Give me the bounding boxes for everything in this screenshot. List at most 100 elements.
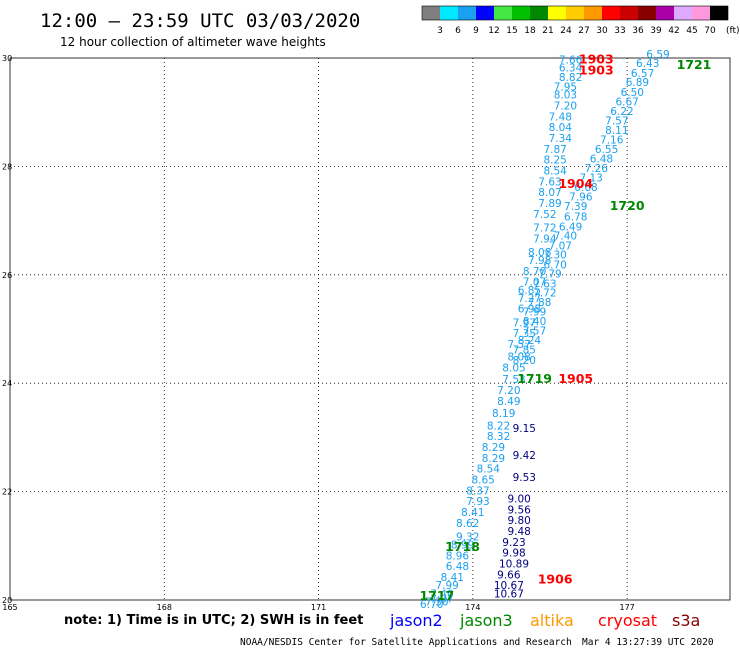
colorbar-swatch — [692, 6, 710, 20]
grid — [10, 58, 730, 600]
wave-height-label: 6.55 — [595, 144, 618, 156]
pass-time-label: 1717 — [419, 588, 454, 603]
y-tick-label: 24 — [2, 379, 12, 388]
y-tick-label: 26 — [2, 271, 12, 280]
satellite-legend-jason2: jason2 — [389, 611, 443, 630]
wave-height-label: 6.98 — [518, 304, 541, 316]
wave-height-label: 7.95 — [554, 82, 577, 94]
wave-height-label: 7.96 — [569, 192, 593, 204]
wave-height-label: 8.19 — [492, 408, 515, 420]
wave-height-label: 8.20 — [513, 355, 536, 367]
wave-height-label: 8.37 — [466, 485, 489, 497]
wave-height-label: 8.49 — [497, 396, 520, 408]
wave-height-label: 8.07 — [538, 187, 561, 199]
wave-height-label: 7.07 — [523, 277, 546, 289]
wave-height-label: 8.11 — [605, 125, 628, 137]
wave-height-label: 6.70 — [543, 259, 566, 271]
wave-height-label: 8.05 — [502, 362, 525, 374]
colorbar-label: 3 — [437, 26, 443, 36]
pass-time-label: 1905 — [558, 371, 593, 386]
wave-height-label: 8.54 — [477, 464, 501, 476]
x-tick-label: 174 — [465, 603, 480, 612]
colorbar-swatch — [458, 6, 476, 20]
colorbar-label: 21 — [542, 26, 553, 36]
colorbar-swatch — [548, 6, 566, 20]
colorbar-swatch — [494, 6, 512, 20]
wave-height-label: 9.80 — [507, 515, 530, 527]
colorbar-swatch — [422, 6, 440, 20]
wave-height-label: 7.94 — [533, 233, 557, 245]
wave-height-label: 10.89 — [499, 558, 529, 570]
footer-timestamp: Mar 4 13:27:39 UTC 2020 — [582, 637, 714, 648]
wave-height-label: 6.78 — [564, 212, 587, 224]
wave-height-label: 7.79 — [538, 269, 561, 281]
wave-height-label: 7.93 — [466, 496, 489, 508]
wave-height-label: 7.72 — [533, 222, 556, 234]
wave-height-label: 7.57 — [507, 339, 530, 351]
note-text: note: 1) Time is in UTC; 2) SWH is in fe… — [64, 613, 363, 628]
wave-height-label: 7.34 — [549, 133, 573, 145]
satellite-legend-altika: altika — [530, 611, 574, 630]
satellite-legend-jason3: jason3 — [459, 611, 513, 630]
wave-height-label: 7.89 — [538, 198, 561, 210]
colorbar-swatch — [584, 6, 602, 20]
wave-height-label: 7.85 — [513, 344, 536, 356]
axis-ticks: 165 168 171 174 177 20 22 24 26 28 30 — [2, 54, 635, 612]
wave-height-label: 8.32 — [487, 431, 510, 443]
satellite-legend-s3a: s3a — [672, 611, 700, 630]
wave-height-label: 7.07 — [549, 240, 572, 252]
wave-height-label: 9.53 — [513, 472, 536, 484]
pass-time-label: 1719 — [517, 371, 552, 386]
x-tick-label: 168 — [157, 603, 172, 612]
colorbar-label: 24 — [560, 26, 572, 36]
satellite-legend-cryosat: cryosat — [598, 611, 657, 630]
colorbar-label: 36 — [632, 26, 644, 36]
colorbar-label: 18 — [524, 26, 536, 36]
wave-height-label: 7.87 — [543, 144, 566, 156]
wave-height-label: 8.54 — [543, 166, 567, 178]
wave-height-label: 6.50 — [621, 87, 644, 99]
wave-height-label: 7.99 — [523, 306, 546, 318]
colorbar-swatch — [512, 6, 530, 20]
wave-height-label: 9.66 — [497, 569, 521, 581]
y-tick-label: 30 — [2, 54, 12, 63]
wave-height-label: 7.39 — [564, 201, 587, 213]
wave-height-label: 7.20 — [497, 385, 520, 397]
wave-height-label: 7.07 — [430, 594, 453, 606]
pass-time-label: 1906 — [538, 572, 573, 587]
colorbar-label: 6 — [455, 26, 461, 36]
wave-height-label: 6.49 — [559, 221, 582, 233]
colorbar-label: 45 — [686, 26, 697, 36]
wave-height-label: 7.20 — [554, 100, 577, 112]
wave-height-label: 7.27 — [518, 293, 541, 305]
colorbar-swatch — [620, 6, 638, 20]
colorbar-label: 33 — [614, 26, 625, 36]
wave-height-label: 8.41 — [441, 572, 464, 584]
wave-height-label: 7.63 — [533, 278, 556, 290]
satellite-legend: jason2 jason3 altika cryosat s3a — [389, 611, 700, 630]
x-tick-label: 171 — [311, 603, 326, 612]
wave-height-label: 7.57 — [523, 325, 546, 337]
colorbar-swatch — [440, 6, 458, 20]
wave-height-label: 9.56 — [507, 504, 531, 516]
colorbar-swatch — [674, 6, 692, 20]
colorbar-label: 15 — [506, 26, 517, 36]
pass-time-label: 1903 — [579, 62, 614, 77]
wave-height-label: 8.41 — [461, 507, 484, 519]
wave-height-label: 8.29 — [482, 453, 505, 465]
wave-height-label: 6.68 — [574, 182, 597, 194]
wave-height-label: 7.30 — [543, 250, 566, 262]
pass-time-label: 1720 — [610, 198, 645, 213]
chart-subtitle: 12 hour collection of altimeter wave hei… — [60, 35, 326, 49]
wave-height-label: 7.40 — [554, 231, 577, 243]
wave-height-label: 7.26 — [585, 163, 609, 175]
wave-height-label: 6.67 — [615, 97, 638, 109]
wave-height-label: 7.40 — [430, 588, 453, 600]
wave-height-label: 9.00 — [507, 493, 530, 505]
wave-height-label: 8.82 — [559, 72, 582, 84]
plot-area — [9, 57, 731, 601]
wave-height-label: 7.35 — [513, 328, 536, 340]
wave-height-label: 9.42 — [513, 450, 536, 462]
pass-time-label: 1903 — [579, 51, 614, 66]
